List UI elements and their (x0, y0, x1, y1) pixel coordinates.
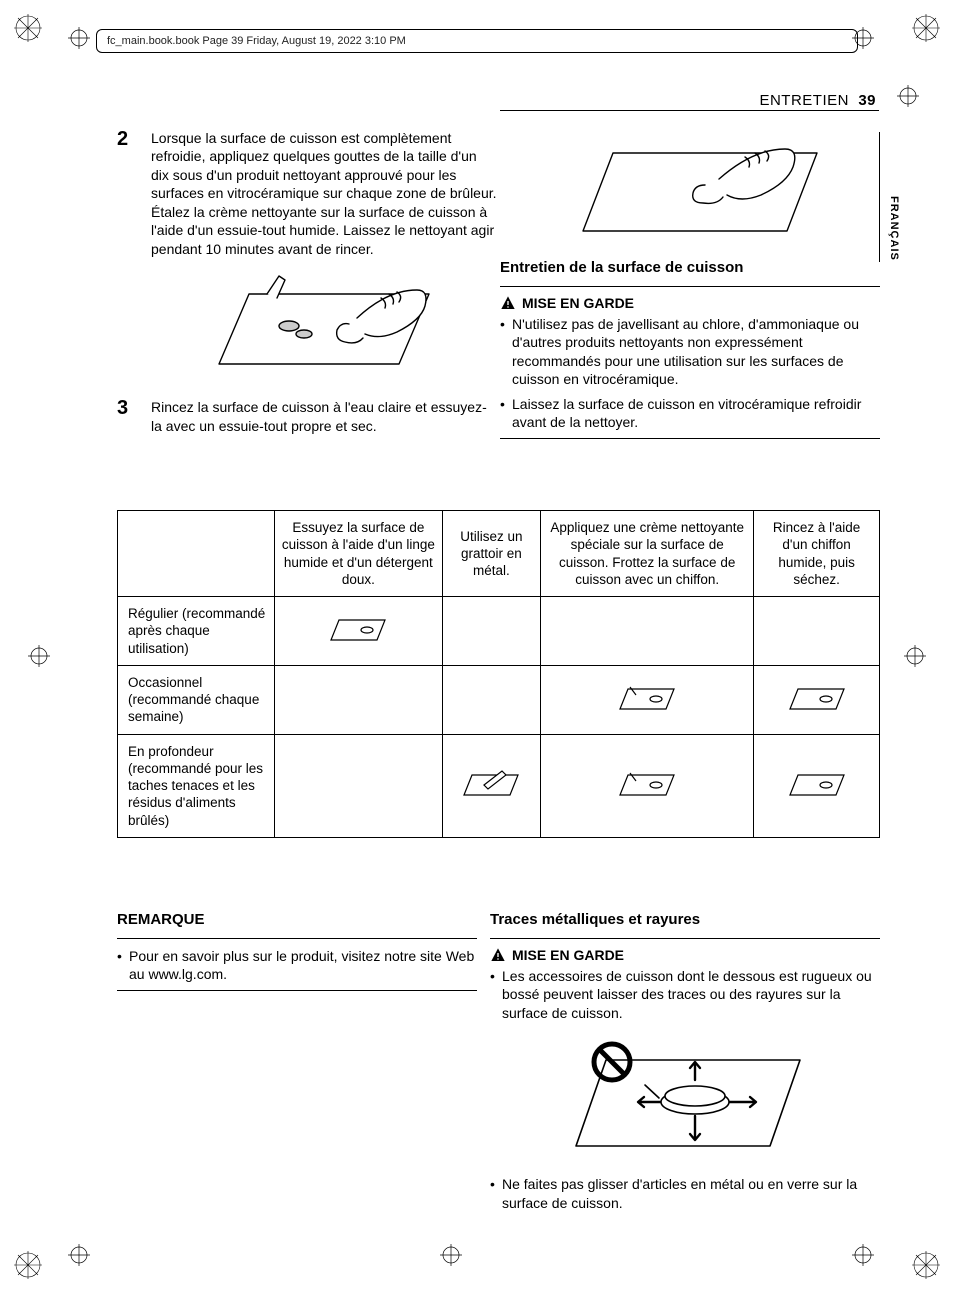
step-text: Lorsque la surface de cuisson est complè… (151, 129, 497, 258)
crosshair-icon (68, 1244, 90, 1266)
crosshair-icon (852, 1244, 874, 1266)
illustration-wipe-clean (520, 135, 880, 245)
regmark-icon (14, 14, 42, 42)
table-cell (442, 734, 540, 837)
left-column: 2 Lorsque la surface de cuisson est comp… (117, 129, 497, 441)
illustration-prohibited-slide (490, 1030, 880, 1165)
step-number: 2 (117, 129, 133, 258)
note-list: Pour en savoir plus sur le produit, visi… (117, 947, 477, 984)
cleaning-table: Essuyez la surface de cuisson à l'aide d… (117, 510, 880, 838)
row-label: En profondeur (recommandé pour les tache… (118, 734, 275, 837)
page-header: ENTRETIEN 39 (759, 92, 876, 109)
caution-heading: MISE EN GARDE (500, 295, 880, 311)
step-2: 2 Lorsque la surface de cuisson est comp… (117, 129, 497, 258)
cooktop-icon (616, 767, 678, 801)
table-cell (754, 734, 880, 837)
thin-divider (500, 438, 880, 439)
step-number: 3 (117, 398, 133, 435)
crosshair-icon (28, 645, 50, 667)
crosshair-icon (440, 1244, 462, 1266)
crosshair-icon (904, 645, 926, 667)
cooktop-icon (327, 612, 389, 646)
note-section: REMARQUE Pour en savoir plus sur le prod… (117, 907, 477, 999)
caution-label: MISE EN GARDE (522, 295, 634, 311)
table-cell (442, 597, 540, 666)
regmark-icon (912, 14, 940, 42)
crosshair-icon (897, 85, 919, 107)
table-cell (541, 734, 754, 837)
table-cell (275, 597, 443, 666)
cooktop-icon (786, 681, 848, 715)
warning-icon (500, 295, 516, 311)
regmark-icon (14, 1251, 42, 1279)
right-lower-section: Traces métalliques et rayures MISE EN GA… (490, 907, 880, 1218)
header-rule (500, 110, 879, 111)
step-text: Rincez la surface de cuisson à l'eau cla… (151, 398, 497, 435)
table-header: Essuyez la surface de cuisson à l'aide d… (275, 511, 443, 597)
crosshair-icon (68, 27, 90, 49)
caution-label: MISE EN GARDE (512, 947, 624, 963)
table-header: Rincez à l'aide d'un chiffon humide, pui… (754, 511, 880, 597)
caution-item: Ne faites pas glisser d'articles en méta… (490, 1175, 880, 1212)
row-label: Occasionnel (recommandé chaque semaine) (118, 665, 275, 734)
cooktop-scraper-icon (460, 767, 522, 801)
table-cell (541, 665, 754, 734)
table-row: Régulier (recommandé après chaque utilis… (118, 597, 880, 666)
divider-rule (117, 938, 477, 939)
caution-item: Laissez la surface de cuisson en vitrocé… (500, 395, 880, 432)
caution-item: N'utilisez pas de javellisant au chlore,… (500, 315, 880, 389)
table-row: Occasionnel (recommandé chaque semaine) (118, 665, 880, 734)
language-tab: FRANÇAIS (888, 196, 900, 261)
regmark-icon (912, 1251, 940, 1279)
step-3: 3 Rincez la surface de cuisson à l'eau c… (117, 398, 497, 435)
table-cell (541, 597, 754, 666)
table-header: Utilisez un grattoir en métal. (442, 511, 540, 597)
table-cell (442, 665, 540, 734)
table-cell (275, 665, 443, 734)
divider-rule (500, 286, 880, 287)
illustration-wipe (151, 264, 497, 384)
section-name: ENTRETIEN (759, 92, 849, 109)
right-column: Entretien de la surface de cuisson MISE … (500, 129, 880, 447)
caution-item: Les accessoires de cuisson dont le desso… (490, 967, 880, 1022)
cooktop-icon (616, 681, 678, 715)
page-number: 39 (858, 92, 876, 109)
warning-icon (490, 947, 506, 963)
table-cell (275, 734, 443, 837)
table-cell (754, 665, 880, 734)
caution-heading: MISE EN GARDE (490, 947, 880, 963)
note-item: Pour en savoir plus sur le produit, visi… (117, 947, 477, 984)
caution-list: N'utilisez pas de javellisant au chlore,… (500, 315, 880, 432)
table-row: En profondeur (recommandé pour les tache… (118, 734, 880, 837)
subsection-title: Entretien de la surface de cuisson (500, 259, 880, 276)
thin-divider (117, 990, 477, 991)
caution-list: Les accessoires de cuisson dont le desso… (490, 967, 880, 1022)
framemaker-header: fc_main.book.book Page 39 Friday, August… (96, 29, 858, 53)
divider-rule (490, 938, 880, 939)
cooktop-icon (786, 767, 848, 801)
manual-page: fc_main.book.book Page 39 Friday, August… (0, 0, 954, 1293)
table-header-blank (118, 511, 275, 597)
subsection-title: Traces métalliques et rayures (490, 911, 880, 928)
table-cell (754, 597, 880, 666)
row-label: Régulier (recommandé après chaque utilis… (118, 597, 275, 666)
table-header: Appliquez une crème nettoyante spéciale … (541, 511, 754, 597)
note-title: REMARQUE (117, 911, 477, 928)
doc-header-text: fc_main.book.book Page 39 Friday, August… (107, 35, 406, 47)
table-header-row: Essuyez la surface de cuisson à l'aide d… (118, 511, 880, 597)
caution-list: Ne faites pas glisser d'articles en méta… (490, 1175, 880, 1212)
